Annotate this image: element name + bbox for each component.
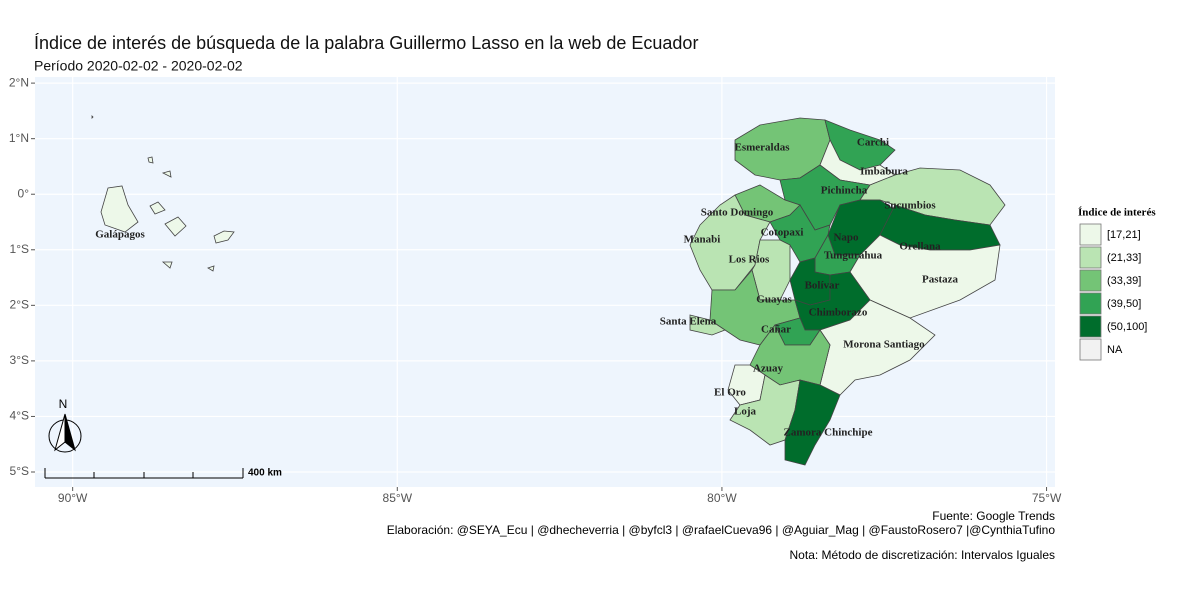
legend-label: (39,50] [1107, 298, 1141, 310]
province-label: Loja [734, 406, 757, 418]
title: Índice de interés de búsqueda de la pala… [34, 33, 698, 53]
province-label: Galápagos [95, 229, 145, 241]
caption: Fuente: Google Trends [932, 509, 1055, 523]
province [147, 156, 154, 164]
x-tick-label: 90°W [58, 491, 88, 505]
legend-swatch [1079, 246, 1102, 269]
y-tick-label: 0° [18, 186, 30, 200]
y-tick-label: 5°S [10, 464, 29, 478]
province [161, 170, 172, 178]
province-label: Chimborazo [809, 307, 868, 319]
province-label: Pastaza [922, 274, 959, 286]
legend-swatch [1079, 269, 1102, 292]
province-label: Santa Elena [660, 316, 717, 328]
x-tick-label: 80°W [707, 491, 737, 505]
north-label: N [59, 397, 68, 411]
province-label: Bolívar [805, 280, 840, 292]
province [207, 265, 215, 272]
y-tick-label: 4°S [10, 409, 29, 423]
north-arrow [48, 413, 82, 453]
province [784, 379, 841, 466]
x-tick-label: 85°W [383, 491, 413, 505]
province-label: Los Rios [729, 254, 770, 266]
legend-label: (33,39] [1107, 275, 1141, 287]
caption: Nota: Método de discretización: Interval… [790, 548, 1055, 562]
province-label: Zamora Chinchipe [784, 427, 873, 439]
province-label: Imbabura [860, 166, 908, 178]
province [149, 201, 166, 215]
legend-swatch [1079, 223, 1102, 246]
legend-label: (50,100] [1107, 321, 1147, 333]
province-label: Santo Domingo [701, 207, 774, 219]
legend-title: Índice de interés [1078, 207, 1156, 219]
y-tick-label: 3°S [10, 353, 29, 367]
y-tick-label: 1°S [10, 242, 29, 256]
province-label: El Oro [714, 387, 746, 399]
province-label: Carchi [857, 137, 889, 149]
province-label: Esmeraldas [735, 142, 791, 154]
legend-swatch [1079, 315, 1102, 338]
legend-label: NA [1107, 344, 1123, 356]
province [91, 115, 94, 119]
province [161, 261, 173, 269]
province-label: Cotopaxi [761, 227, 804, 239]
province [100, 185, 139, 233]
legend-swatch [1079, 292, 1102, 315]
province-label: Cañar [761, 324, 791, 336]
y-tick-label: 2°N [9, 75, 29, 89]
legend-swatch [1079, 338, 1102, 361]
scale-bar [44, 468, 244, 479]
province [213, 230, 235, 244]
province-label: Orellana [899, 241, 941, 253]
province-label: Morona Santiago [843, 339, 925, 351]
legend-label: (21,33] [1107, 252, 1141, 264]
subtitle: Período 2020-02-02 - 2020-02-02 [34, 58, 243, 74]
province [689, 314, 726, 336]
province-label: Manabi [684, 234, 721, 246]
province-label: Pichincha [821, 185, 868, 197]
province [164, 216, 187, 237]
province-label: Tungurahua [824, 250, 883, 262]
y-tick-label: 2°S [10, 298, 29, 312]
x-tick-label: 75°W [1032, 491, 1062, 505]
province-label: Azuay [753, 363, 783, 375]
legend-label: [17,21] [1107, 229, 1141, 241]
y-tick-label: 1°N [9, 131, 29, 145]
caption: Elaboración: @SEYA_Ecu | @dhecheverria |… [387, 523, 1056, 537]
province-label: Sucumbios [884, 200, 936, 212]
province-label: Napo [833, 232, 859, 244]
province-label: Guayas [756, 294, 792, 306]
scale-label: 400 km [248, 468, 282, 479]
